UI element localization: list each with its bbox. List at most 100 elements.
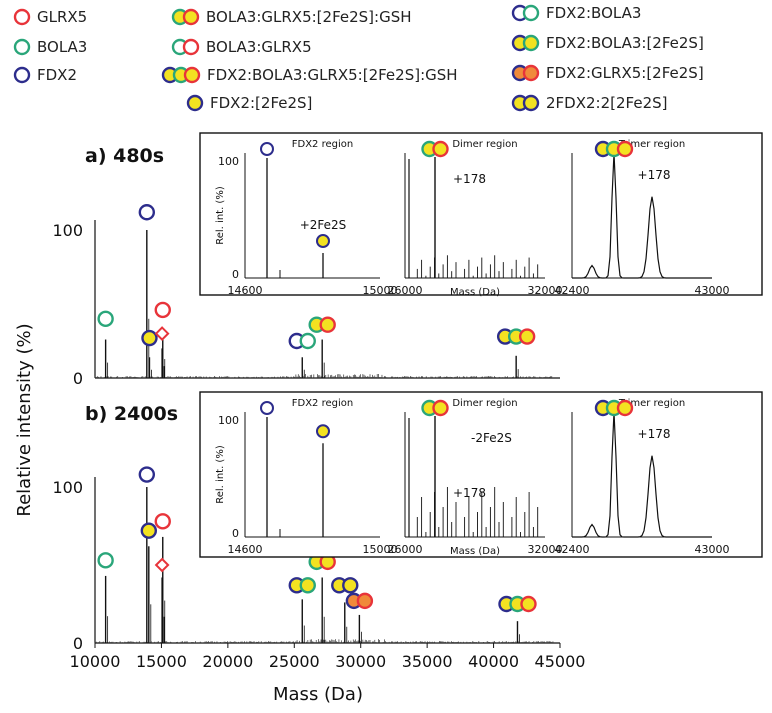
x-tick-label: 35000	[402, 652, 453, 671]
marker-circle	[141, 329, 158, 347]
inset-annotation: -2Fe2S	[471, 431, 512, 445]
peak-marker	[288, 332, 316, 350]
inset-title: FDX2 region	[292, 398, 353, 409]
inset-marker	[594, 399, 634, 417]
inset-x-tick-label: 26000	[388, 543, 423, 556]
x-tick-label: 20000	[202, 652, 253, 671]
inset-y-tick-label: 0	[232, 268, 239, 281]
panel-b-label: b) 2400s	[85, 403, 178, 425]
inset-marker	[260, 401, 274, 415]
marker-circle	[13, 38, 31, 56]
peak-marker	[97, 310, 114, 327]
marker-circle	[319, 316, 336, 333]
inset-x-tick-label: 43000	[695, 543, 730, 556]
panel-a: a) 480s 0 100 FDX2 region 14600 15000 100 0 Rel…	[52, 132, 763, 388]
peak-marker	[308, 316, 336, 333]
inset-x-tick-label: 14600	[228, 284, 263, 297]
x-tick-label: 10000	[70, 652, 121, 671]
inset-frame	[199, 391, 763, 558]
marker-circle	[616, 140, 634, 158]
marker-circle	[138, 204, 156, 221]
marker-circle	[299, 577, 316, 594]
inset-annotation: +178	[638, 427, 671, 441]
legend: GLRX5 BOLA3 FDX2 BOLA3:GLRX5:[2Fe2S]:GSH BOL…	[13, 4, 704, 112]
y-tick-label: 0	[73, 369, 83, 388]
peak-marker	[496, 328, 536, 345]
legend-label: BOLA3:GLRX5	[206, 38, 312, 56]
legend-label: BOLA3:GLRX5:[2Fe2S]:GSH	[206, 8, 412, 26]
inset-y-label: Rel. int. (%)	[215, 445, 226, 504]
peak-marker	[154, 557, 170, 573]
peak-marker	[97, 552, 114, 569]
marker-circle	[522, 94, 540, 112]
inset-marker	[260, 142, 274, 156]
inset-x-tick-label: 42400	[555, 543, 590, 556]
inset-x-tick-label: 15000	[363, 543, 398, 556]
inset-title: Dimer region	[452, 398, 517, 409]
marker-circle	[13, 66, 31, 84]
inset-subplot: Dimer region 26000 32000 Mass (Da) +178	[388, 139, 563, 298]
inset-subplot: FDX2 region 14600 15000 100 0 Rel. int. (%)	[215, 398, 398, 556]
peak-marker	[331, 577, 359, 594]
marker-circle	[432, 140, 449, 158]
marker-circle	[97, 552, 114, 569]
legend-marker	[511, 4, 540, 22]
inset-x-label: Mass (Da)	[450, 546, 500, 557]
marker-circle	[522, 64, 540, 82]
marker-circle	[518, 328, 536, 345]
marker-circle	[432, 399, 449, 417]
legend-marker	[13, 8, 31, 26]
peak-marker	[154, 301, 171, 319]
inset-frame	[199, 132, 763, 296]
inset-y-tick-label: 100	[218, 155, 239, 168]
inset-subplot: FDX2 region 14600 15000 100 0 Rel. int. (%) +2…	[215, 139, 398, 297]
inset-x-tick-label: 15000	[363, 284, 398, 297]
peak-marker	[498, 595, 537, 613]
inset-marker	[421, 399, 449, 417]
inset-annotation: +178	[453, 486, 486, 500]
marker-circle	[140, 522, 158, 539]
marker-circle	[186, 94, 204, 112]
peak-marker	[138, 466, 156, 483]
y-tick-label: 100	[52, 478, 83, 497]
x-axis-label: Mass (Da)	[273, 684, 363, 705]
inset-title: Trimer region	[618, 139, 685, 150]
marker-circle	[182, 38, 200, 56]
inset-trace	[572, 411, 712, 538]
baseline-noise	[94, 374, 554, 378]
marker-circle	[356, 592, 374, 610]
inset-title: Trimer region	[618, 398, 685, 409]
legend-marker	[511, 94, 540, 112]
legend-marker	[511, 34, 540, 52]
inset-subplot: Trimer region 42400 43000 +178	[555, 398, 730, 556]
x-tick-label: 25000	[269, 652, 320, 671]
panel-a-label: a) 480s	[85, 145, 164, 167]
marker-circle	[154, 513, 171, 530]
inset-title: Dimer region	[452, 139, 517, 150]
inset-annotation: +178	[638, 168, 671, 182]
marker-circle	[616, 399, 634, 417]
peak-marker	[288, 577, 316, 594]
y-tick-label: 100	[52, 221, 83, 240]
legend-label: FDX2:GLRX5:[2Fe2S]	[546, 64, 704, 82]
inset-title: FDX2 region	[292, 139, 353, 150]
inset-annotation: +178	[453, 172, 486, 186]
legend-marker	[161, 66, 201, 84]
legend-marker	[13, 38, 31, 56]
axes: Relative intensity (%) Mass (Da)	[14, 323, 363, 705]
marker-circle	[138, 466, 156, 483]
legend-label: FDX2	[37, 66, 77, 84]
y-tick-label: 0	[73, 634, 83, 653]
peak-marker	[154, 326, 170, 342]
inset-subplot: Trimer region 42400 43000 +178	[555, 139, 730, 297]
legend-marker	[13, 66, 31, 84]
legend-label: FDX2:BOLA3:GLRX5:[2Fe2S]:GSH	[207, 66, 458, 84]
legend-marker	[171, 38, 200, 56]
marker-circle	[342, 577, 359, 594]
x-tick-label: 15000	[136, 652, 187, 671]
peak-marker	[141, 329, 158, 347]
marker-circle	[182, 8, 200, 26]
inset: FDX2 region 14600 15000 100 0 Rel. int. (%) +2…	[199, 132, 763, 298]
baseline-noise	[94, 639, 554, 643]
y-axis-label: Relative intensity (%)	[14, 323, 35, 516]
